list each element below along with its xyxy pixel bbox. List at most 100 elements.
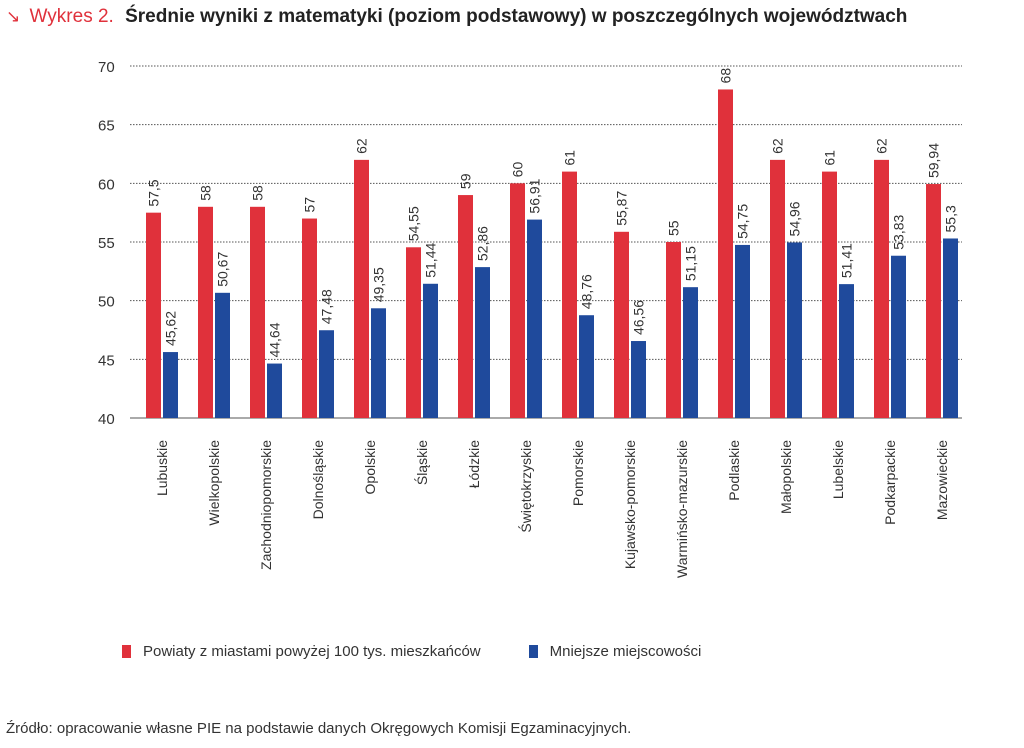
arrow-icon: ↘ <box>6 7 21 27</box>
x-tick-label: Mazowieckie <box>934 440 950 520</box>
bar-series-2 <box>215 292 230 418</box>
data-label-series-1: 54,55 <box>406 206 422 241</box>
x-tick-label: Dolnośląskie <box>310 440 326 520</box>
data-label-series-2: 49,35 <box>371 267 387 302</box>
data-label-series-1: 61 <box>562 150 578 166</box>
bar-series-2 <box>735 244 750 418</box>
data-label-series-2: 48,76 <box>579 274 595 309</box>
bar-series-1 <box>874 159 889 418</box>
data-label-series-2: 51,44 <box>423 243 439 278</box>
x-tick-label: Śląskie <box>413 440 430 485</box>
data-label-series-1: 58 <box>198 185 214 201</box>
bar-series-1 <box>146 212 161 418</box>
data-label-series-1: 60 <box>510 162 526 178</box>
bar-series-1 <box>406 247 421 418</box>
data-label-series-1: 62 <box>770 138 786 154</box>
data-label-series-1: 59,94 <box>926 143 942 178</box>
data-label-series-2: 54,96 <box>787 201 803 236</box>
bar-series-2 <box>891 255 906 418</box>
data-label-series-1: 57 <box>302 197 318 213</box>
bar-series-1 <box>822 171 837 418</box>
data-label-series-1: 55,87 <box>614 191 630 226</box>
data-label-series-1: 62 <box>354 138 370 154</box>
bar-series-2 <box>371 308 386 418</box>
y-tick-label: 70 <box>98 59 115 76</box>
data-label-series-2: 54,75 <box>735 204 751 239</box>
bar-series-1 <box>562 171 577 418</box>
bar-series-2 <box>631 341 646 418</box>
y-tick-label: 60 <box>98 176 115 193</box>
y-tick-label: 50 <box>98 294 115 311</box>
x-tick-label: Małopolskie <box>778 440 794 514</box>
data-label-series-1: 57,5 <box>146 179 162 206</box>
legend-swatch-series-2 <box>528 645 538 658</box>
x-tick-label: Kujawsko-pomorskie <box>622 440 638 569</box>
x-tick-label: Lubelskie <box>830 440 846 499</box>
bar-series-2 <box>267 363 282 418</box>
legend-swatch-series-1 <box>122 645 131 658</box>
bar-series-1 <box>926 184 941 418</box>
chart-header: ↘ Wykres 2. Średnie wyniki z matematyki … <box>6 6 907 28</box>
x-tick-label: Podkarpackie <box>882 440 898 525</box>
x-tick-label: Łódzkie <box>466 440 482 488</box>
bar-series-1 <box>614 231 629 418</box>
bar-series-2 <box>943 238 958 418</box>
data-label-series-2: 53,83 <box>891 214 907 249</box>
chart-number: Wykres 2. <box>29 6 114 27</box>
data-label-series-2: 52,86 <box>475 226 491 261</box>
data-label-series-2: 51,15 <box>683 246 699 281</box>
bar-series-2 <box>527 219 542 418</box>
data-label-series-2: 51,41 <box>839 243 855 278</box>
bar-series-1 <box>666 242 681 418</box>
bar-series-2 <box>579 315 594 418</box>
bar-series-1 <box>458 195 473 418</box>
data-label-series-2: 45,62 <box>163 311 179 346</box>
bar-series-1 <box>198 206 213 418</box>
data-label-series-1: 59 <box>458 173 474 189</box>
data-label-series-2: 50,67 <box>215 252 231 287</box>
legend-item-series-2: Mniejsze miejscowości <box>528 643 702 660</box>
y-tick-label: 55 <box>98 235 115 252</box>
legend-item-series-1: Powiaty z miastami powyżej 100 tys. mies… <box>122 643 481 660</box>
x-tick-label: Zachodniopomorskie <box>258 440 274 570</box>
data-label-series-1: 68 <box>718 68 734 84</box>
data-label-series-1: 61 <box>822 150 838 166</box>
data-label-series-2: 46,56 <box>631 300 647 335</box>
legend-label-series-2: Mniejsze miejscowości <box>549 643 702 660</box>
data-label-series-2: 56,91 <box>527 178 543 213</box>
x-tick-label: Opolskie <box>362 440 378 495</box>
source-note: Źródło: opracowanie własne PIE na podsta… <box>6 720 632 737</box>
data-label-series-1: 58 <box>250 185 266 201</box>
bar-series-1 <box>354 159 369 418</box>
data-label-series-2: 47,48 <box>319 289 335 324</box>
x-tick-label: Pomorskie <box>570 440 586 506</box>
bar-series-1 <box>302 218 317 418</box>
legend-label-series-1: Powiaty z miastami powyżej 100 tys. mies… <box>143 643 481 660</box>
bar-series-1 <box>718 89 733 418</box>
legend: Powiaty z miastami powyżej 100 tys. mies… <box>122 643 701 660</box>
data-label-series-2: 55,3 <box>943 205 959 232</box>
data-label-series-1: 62 <box>874 138 890 154</box>
bar-series-2 <box>839 284 854 418</box>
bar-series-1 <box>510 183 525 418</box>
data-label-series-2: 44,64 <box>267 322 283 357</box>
bar-series-2 <box>319 330 334 418</box>
bar-chart: 40 45 50 55 60 65 70 57,5 45,62 Lubuskie 58 50,67 Wi… <box>98 59 962 578</box>
x-tick-label: Lubuskie <box>154 440 170 496</box>
bar-series-2 <box>163 352 178 418</box>
y-tick-label: 40 <box>98 411 115 428</box>
y-tick-label: 65 <box>98 118 115 135</box>
y-tick-label: 45 <box>98 352 115 369</box>
chart-title: Średnie wyniki z matematyki (poziom pods… <box>125 6 908 27</box>
x-tick-label: Warmińsko-mazurskie <box>674 440 690 578</box>
bar-series-2 <box>787 242 802 418</box>
x-tick-label: Świętokrzyskie <box>517 440 534 533</box>
x-tick-label: Wielkopolskie <box>206 440 222 526</box>
data-label-series-1: 55 <box>666 220 682 236</box>
x-tick-label: Podlaskie <box>726 440 742 501</box>
bar-series-1 <box>770 159 785 418</box>
bar-series-2 <box>683 287 698 418</box>
bar-series-1 <box>250 206 265 418</box>
bar-series-2 <box>475 267 490 418</box>
bar-series-2 <box>423 283 438 418</box>
